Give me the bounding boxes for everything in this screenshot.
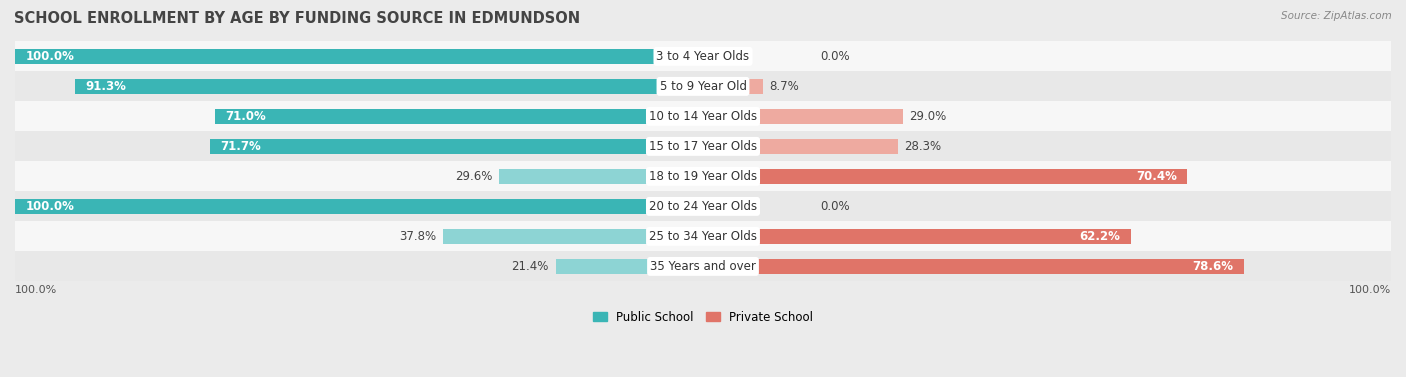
Text: 3 to 4 Year Olds: 3 to 4 Year Olds xyxy=(657,50,749,63)
Text: 25 to 34 Year Olds: 25 to 34 Year Olds xyxy=(650,230,756,243)
Text: 70.4%: 70.4% xyxy=(1136,170,1177,183)
Text: 35 Years and over: 35 Years and over xyxy=(650,260,756,273)
Text: 18 to 19 Year Olds: 18 to 19 Year Olds xyxy=(650,170,756,183)
Bar xyxy=(15,199,703,214)
Text: 5 to 9 Year Old: 5 to 9 Year Old xyxy=(659,80,747,93)
Text: 0.0%: 0.0% xyxy=(820,50,849,63)
Bar xyxy=(15,251,1391,281)
Text: 91.3%: 91.3% xyxy=(86,80,127,93)
Text: 100.0%: 100.0% xyxy=(25,200,75,213)
Text: 29.6%: 29.6% xyxy=(456,170,492,183)
Bar xyxy=(15,71,1391,101)
Bar xyxy=(209,139,703,154)
Text: 10 to 14 Year Olds: 10 to 14 Year Olds xyxy=(650,110,756,123)
Bar xyxy=(703,259,1244,274)
Text: 0.0%: 0.0% xyxy=(820,200,849,213)
Bar xyxy=(15,101,1391,132)
Text: Source: ZipAtlas.com: Source: ZipAtlas.com xyxy=(1281,11,1392,21)
Bar xyxy=(15,161,1391,192)
Text: 100.0%: 100.0% xyxy=(1348,285,1391,295)
Bar xyxy=(15,132,1391,161)
Bar xyxy=(555,259,703,274)
Text: 71.7%: 71.7% xyxy=(219,140,260,153)
Bar xyxy=(15,221,1391,251)
Text: 71.0%: 71.0% xyxy=(225,110,266,123)
Bar xyxy=(15,49,703,64)
Text: 62.2%: 62.2% xyxy=(1080,230,1121,243)
Text: 8.7%: 8.7% xyxy=(769,80,800,93)
Bar xyxy=(15,192,1391,221)
Legend: Public School, Private School: Public School, Private School xyxy=(588,306,818,328)
Text: 15 to 17 Year Olds: 15 to 17 Year Olds xyxy=(650,140,756,153)
Bar xyxy=(703,78,763,94)
Text: SCHOOL ENROLLMENT BY AGE BY FUNDING SOURCE IN EDMUNDSON: SCHOOL ENROLLMENT BY AGE BY FUNDING SOUR… xyxy=(14,11,581,26)
Text: 37.8%: 37.8% xyxy=(399,230,436,243)
Text: 100.0%: 100.0% xyxy=(25,50,75,63)
Bar xyxy=(703,109,903,124)
Text: 28.3%: 28.3% xyxy=(904,140,942,153)
Text: 78.6%: 78.6% xyxy=(1192,260,1233,273)
Bar xyxy=(15,41,1391,71)
Text: 20 to 24 Year Olds: 20 to 24 Year Olds xyxy=(650,200,756,213)
Bar xyxy=(75,78,703,94)
Text: 21.4%: 21.4% xyxy=(512,260,548,273)
Text: 29.0%: 29.0% xyxy=(910,110,946,123)
Bar xyxy=(703,228,1130,244)
Bar xyxy=(215,109,703,124)
Text: 100.0%: 100.0% xyxy=(15,285,58,295)
Bar xyxy=(443,228,703,244)
Bar xyxy=(499,169,703,184)
Bar xyxy=(703,139,897,154)
Bar xyxy=(703,169,1187,184)
